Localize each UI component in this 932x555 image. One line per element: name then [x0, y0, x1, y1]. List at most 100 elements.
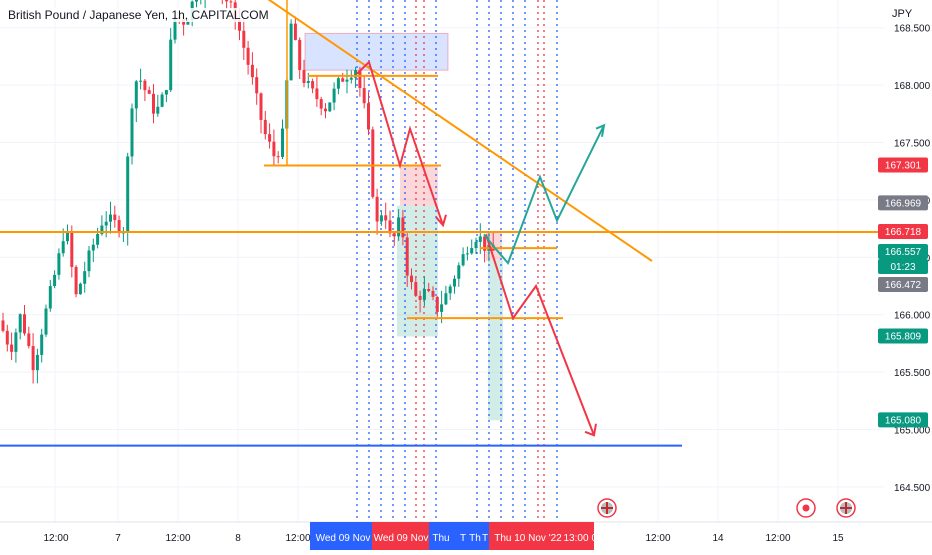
- candle: [40, 328, 44, 363]
- candle: [422, 276, 426, 307]
- candle: [457, 262, 461, 287]
- grid: [0, 0, 884, 522]
- price-label-text: 167.301: [885, 160, 922, 171]
- candle-body: [405, 237, 409, 276]
- candle-body: [414, 282, 418, 296]
- candle: [293, 16, 297, 41]
- candle-body: [371, 129, 375, 197]
- small-green-zone: [488, 260, 503, 421]
- x-tick-label: 12:00: [645, 533, 670, 544]
- candle-body: [78, 283, 82, 295]
- candle-body: [440, 304, 444, 312]
- y-tick-label: 168.500: [894, 24, 931, 35]
- x-tick-label: 12:00: [165, 533, 190, 544]
- candle: [336, 76, 340, 95]
- candle-body: [298, 39, 302, 70]
- y-tick-label: 165.500: [894, 368, 931, 379]
- candle: [61, 228, 65, 257]
- candle-body: [66, 230, 69, 242]
- candle-body: [61, 241, 65, 254]
- candle: [27, 326, 31, 349]
- candle: [311, 78, 315, 94]
- candle-body: [367, 103, 370, 130]
- candle-body: [156, 106, 160, 114]
- candle: [362, 75, 366, 109]
- x-tick-label: 00: [591, 533, 603, 544]
- y-tick-label: 166.000: [894, 311, 931, 322]
- candle-body: [48, 286, 52, 309]
- candle: [379, 210, 383, 226]
- candle: [169, 28, 173, 93]
- red-arrow-head: [584, 423, 597, 437]
- currency-label: JPY: [892, 8, 913, 20]
- candle: [371, 126, 375, 199]
- candle: [276, 151, 280, 164]
- x-tick-label: T: [460, 533, 466, 544]
- event-dot-icon-center: [802, 504, 810, 512]
- candle: [109, 201, 112, 234]
- price-label-box: [878, 195, 928, 211]
- candle: [375, 188, 379, 235]
- candle-body: [272, 141, 276, 157]
- candle: [83, 261, 87, 293]
- price-label-text: 165.809: [885, 332, 922, 343]
- x-tick-label: 12:00: [285, 533, 310, 544]
- x-tick-label: 12:00: [765, 533, 790, 544]
- candle-body: [311, 81, 315, 89]
- candle-body: [315, 88, 319, 100]
- candle: [156, 94, 160, 117]
- candle-body: [104, 221, 108, 226]
- candle: [126, 152, 130, 246]
- candle-body: [388, 220, 392, 234]
- candle: [418, 290, 422, 313]
- candle-body: [354, 70, 358, 78]
- candle: [268, 123, 272, 149]
- candle-body: [281, 128, 284, 157]
- candle: [117, 215, 121, 238]
- red-arrow-head: [435, 214, 447, 228]
- price-label-text: 165.080: [885, 415, 922, 426]
- candle-body: [384, 215, 388, 221]
- candle: [478, 223, 482, 255]
- candle-body: [293, 23, 297, 40]
- x-tick-label: Thu 10 Nov '22: [494, 533, 562, 544]
- price-label-text: 166.718: [885, 227, 922, 238]
- candle: [272, 129, 276, 167]
- candle-body: [306, 81, 310, 83]
- candle: [444, 285, 448, 306]
- candle-body: [40, 334, 44, 355]
- price-label-text: 166.472: [885, 280, 922, 291]
- candle-body: [289, 23, 293, 81]
- price-axis[interactable]: 164.500165.000165.500166.000166.500167.0…: [878, 0, 932, 550]
- candle-body: [431, 291, 435, 297]
- candle: [242, 17, 246, 60]
- candle: [14, 328, 18, 363]
- candle-body: [336, 78, 340, 89]
- candle: [431, 286, 435, 301]
- candle: [427, 282, 431, 293]
- candle: [465, 246, 469, 261]
- candle: [289, 19, 293, 81]
- candle-body: [109, 214, 112, 222]
- x-tick-label: Wed 09 Nov: [316, 533, 371, 544]
- time-axis[interactable]: 12:00 7 12:00 8 12:00 Wed 09 Nov Wed 09 Nov Thu…: [0, 498, 932, 550]
- candle-body: [453, 278, 456, 287]
- price-label-text: 166.557: [885, 247, 922, 258]
- candle-body: [96, 233, 100, 245]
- candle: [229, 0, 233, 9]
- candle-body: [173, 16, 177, 40]
- candle-body: [164, 90, 168, 95]
- candle: [160, 92, 164, 108]
- candle-body: [186, 20, 190, 25]
- red-zone: [400, 165, 438, 206]
- candle-body: [324, 108, 327, 112]
- chart-title: British Pound / Japanese Yen, 1h, CAPITA…: [6, 8, 271, 22]
- green-arrow-head: [595, 123, 606, 137]
- candle-body: [362, 88, 366, 104]
- candle: [87, 246, 91, 278]
- candle: [259, 92, 263, 134]
- candle: [414, 276, 418, 298]
- x-tick-label: Th: [469, 533, 481, 544]
